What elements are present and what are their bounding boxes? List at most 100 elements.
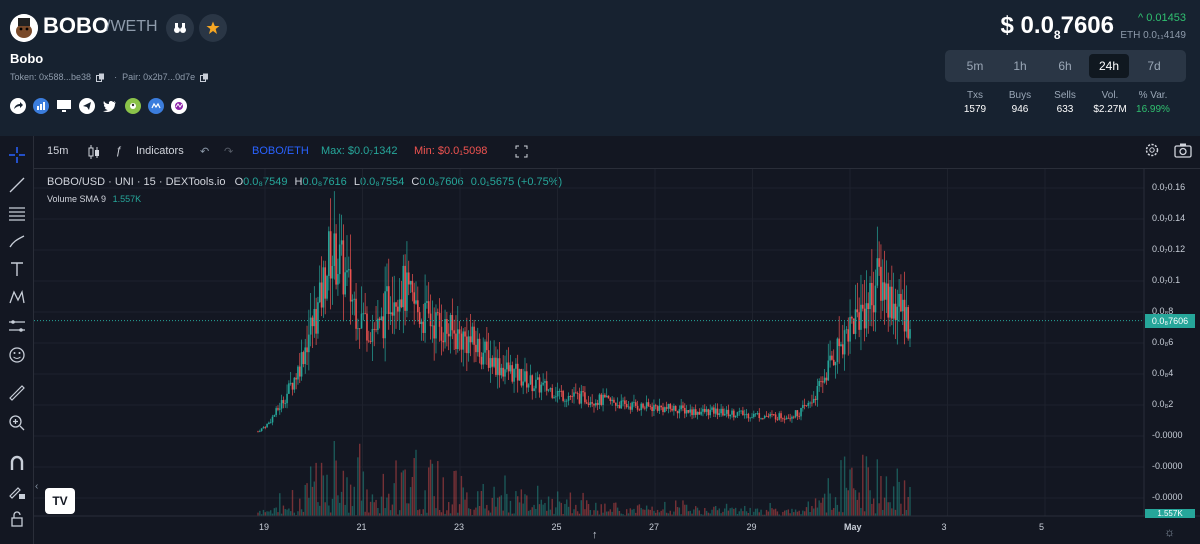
candle-body	[609, 398, 612, 402]
twitter-icon[interactable]	[102, 98, 118, 114]
stat-label: % Var.	[1138, 90, 1168, 101]
candle-body	[614, 402, 617, 406]
volume-bar	[346, 477, 348, 516]
price-prefix: $ 0.0	[1000, 12, 1054, 39]
volume-bar	[738, 511, 740, 516]
telegram-icon[interactable]	[79, 98, 95, 114]
price-chart[interactable]	[0, 136, 1200, 544]
text-tool[interactable]	[8, 260, 26, 278]
collapse-left-icon[interactable]: ‹	[35, 481, 39, 492]
volume-bar	[317, 502, 319, 516]
candle-body	[335, 233, 337, 285]
volume-bar	[702, 514, 704, 516]
volume-bar	[609, 509, 612, 516]
pair-toggle[interactable]: BOBO/ETH	[252, 145, 309, 157]
volume-bar	[429, 459, 432, 516]
candle-body	[353, 298, 356, 300]
tf-24h[interactable]: 24h	[1089, 54, 1129, 78]
volume-bar	[671, 514, 673, 516]
fib-tool[interactable]	[8, 204, 26, 222]
lock-drawing-tool[interactable]	[8, 482, 26, 500]
gear-icon[interactable]	[1144, 142, 1160, 161]
ruler-tool[interactable]	[8, 384, 26, 402]
volume-bar	[335, 460, 337, 516]
pattern-tool[interactable]	[8, 288, 26, 306]
tf-1h[interactable]: 1h	[1013, 59, 1027, 73]
dextools-icon[interactable]	[171, 98, 187, 114]
candle-body	[433, 325, 435, 339]
scroll-up-icon[interactable]: ↑	[592, 529, 598, 541]
candle-body	[738, 411, 741, 413]
tf-6h[interactable]: 6h	[1058, 59, 1072, 73]
volume-bar	[682, 500, 684, 516]
favorite-button[interactable]	[199, 14, 227, 42]
candle-body	[811, 402, 813, 404]
candle-body	[315, 308, 317, 334]
settings-gear-icon[interactable]: ☼	[1164, 525, 1175, 539]
y-tick-label: 0.0₇0.16	[1152, 182, 1186, 192]
candle-body	[847, 329, 850, 342]
undo-icon[interactable]: ↶	[200, 146, 210, 158]
candle-body	[371, 328, 374, 342]
coinmarketcap-icon[interactable]	[148, 98, 164, 114]
indicators-button[interactable]: Indicators	[136, 145, 184, 157]
candle-body	[362, 313, 365, 315]
volume-bar	[796, 511, 799, 516]
candle-body	[707, 409, 710, 416]
volume-bar	[566, 499, 568, 516]
candle-body	[384, 291, 386, 339]
tf-5m[interactable]: 5m	[966, 59, 984, 73]
copy-pair-icon[interactable]	[200, 73, 209, 82]
candle-body	[734, 415, 737, 418]
volume-bar	[720, 513, 722, 516]
volume-bar	[551, 498, 553, 516]
candle-body	[794, 410, 797, 418]
candle-body	[498, 358, 501, 376]
fullscreen-icon[interactable]	[515, 145, 528, 161]
volume-bar	[337, 495, 339, 516]
volume-bar	[380, 496, 383, 516]
eth-price: ETH 0.0₁₁4149	[1120, 30, 1186, 41]
camera-icon[interactable]	[1174, 142, 1192, 161]
candle-type-button[interactable]	[88, 145, 100, 162]
chart-site-icon[interactable]	[33, 98, 49, 114]
volume-bar	[611, 511, 613, 516]
zoom-tool[interactable]	[8, 414, 26, 432]
legend-title: BOBO/USD · UNI · 15 · DEXTools.io	[47, 176, 226, 188]
volume-bar	[902, 514, 904, 516]
website-icon[interactable]	[56, 98, 72, 114]
candle-body	[308, 334, 310, 353]
redo-icon[interactable]: ↷	[224, 146, 234, 158]
candle-body	[260, 428, 263, 431]
candle-body	[867, 303, 870, 310]
volume-bar	[667, 513, 670, 516]
fx-icon[interactable]: ƒ	[116, 145, 123, 157]
candle-body	[282, 400, 285, 404]
copy-token-icon[interactable]	[96, 73, 105, 82]
coingecko-icon[interactable]	[125, 98, 141, 114]
candle-body	[696, 411, 699, 415]
candle-body	[716, 408, 719, 416]
share-icon[interactable]	[10, 98, 26, 114]
measure-tool[interactable]	[8, 317, 26, 335]
emoji-tool[interactable]	[8, 346, 26, 364]
candle-body	[796, 410, 799, 417]
volume-bar	[575, 504, 577, 516]
crosshair-tool[interactable]	[8, 146, 26, 164]
volume-bar	[843, 456, 846, 516]
binoculars-button[interactable]	[166, 14, 194, 42]
brush-tool[interactable]	[8, 232, 26, 250]
volume-bar	[878, 503, 880, 516]
magnet-tool[interactable]	[8, 454, 26, 472]
candle-body	[302, 352, 305, 365]
interval-selector[interactable]: 15m	[47, 145, 69, 157]
candle-body	[391, 312, 394, 316]
candle-body	[338, 244, 341, 275]
brush-icon	[9, 235, 25, 248]
candle-body	[573, 392, 575, 397]
trendline-tool[interactable]	[8, 176, 26, 194]
lock-tool[interactable]	[8, 510, 26, 528]
tf-7d[interactable]: 7d	[1147, 59, 1161, 73]
volume-bar	[311, 486, 314, 516]
candle-body	[671, 408, 673, 411]
